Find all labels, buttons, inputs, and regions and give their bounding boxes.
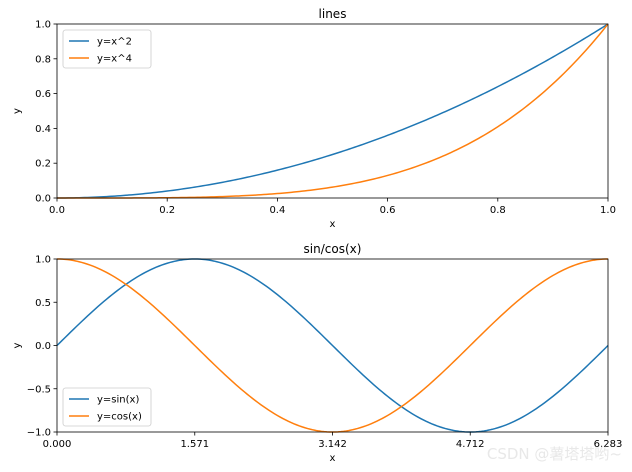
x-tick-label: 1.571	[180, 439, 209, 450]
x-tick-label: 0.0	[49, 205, 65, 216]
y-tick-label: 0.0	[35, 341, 51, 352]
y-tick-label: −1.0	[27, 428, 51, 439]
x-tick-label: 0.4	[269, 205, 285, 216]
legend-entry: y=x^4	[97, 54, 132, 65]
y-tick-label: 0.6	[35, 89, 51, 100]
y-tick-label: 0.2	[35, 159, 51, 170]
x-axis-label: x	[330, 453, 336, 464]
chart-2: 0.000 1.571 3.142 4.712 6.283 −1.0 −0.5 0.0 0.5 1…	[12, 242, 622, 464]
y-axis-label: y	[12, 108, 23, 114]
x-tick-label: 0.2	[159, 205, 175, 216]
legend-entry: y=sin(x)	[97, 395, 139, 406]
y-tick-label: 0.8	[35, 54, 51, 65]
series-line-y=x^2	[57, 23, 609, 199]
y-tick-label: 1.0	[35, 20, 51, 31]
legend: y=x^2 y=x^4	[62, 29, 152, 69]
legend-entry: y=cos(x)	[97, 412, 142, 423]
plot-frame	[56, 23, 609, 199]
y-tick-label: 0.5	[35, 298, 51, 309]
y-tick-label: 0.4	[35, 124, 51, 135]
chart-title: sin/cos(x)	[304, 242, 362, 256]
watermark: CSDN @薯塔塔哟~	[486, 445, 622, 463]
x-tick-label: 3.142	[318, 439, 347, 450]
x-tick-label: 1.0	[600, 205, 616, 216]
x-axis-label: x	[330, 219, 336, 230]
x-tick-label: 4.712	[456, 439, 485, 450]
x-tick-label: 0.000	[43, 439, 72, 450]
x-tick-label: 0.8	[490, 205, 506, 216]
y-axis-label: y	[12, 342, 23, 348]
series-line-y=sin(x)	[56, 258, 609, 433]
y-tick-label: 1.0	[35, 255, 51, 266]
legend-entry: y=x^2	[97, 37, 132, 48]
legend: y=sin(x) y=cos(x)	[62, 387, 152, 427]
x-tick-label: 6.283	[594, 439, 623, 450]
chart-title: lines	[319, 7, 347, 21]
y-tick-label: 0.0	[35, 194, 51, 205]
chart-1: 0.0 0.2 0.4 0.6 0.8 1.0 0.0 0.2 0.4 0.6 0.8 1.0 line…	[12, 7, 616, 230]
y-tick-label: −0.5	[27, 384, 51, 395]
x-tick-label: 0.6	[380, 205, 396, 216]
